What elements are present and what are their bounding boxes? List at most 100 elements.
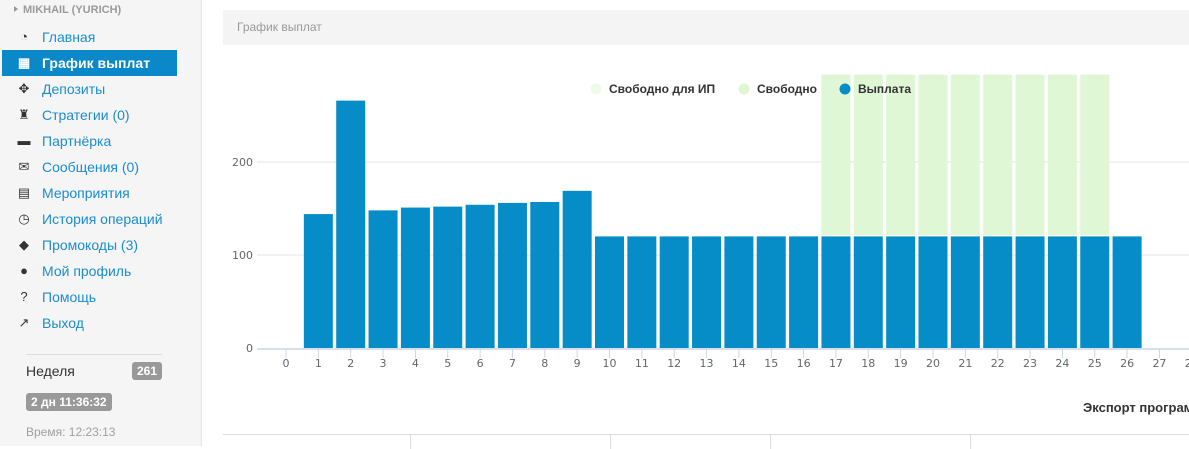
bar-Выплата: [562, 190, 592, 348]
y-tick-label: 0: [246, 342, 253, 355]
bar-Свободно: [1047, 74, 1077, 235]
legend-item: Свободно: [757, 82, 817, 96]
bar-Выплата: [303, 214, 333, 348]
x-tick-label: 11: [635, 357, 649, 370]
x-tick-label: 22: [991, 357, 1005, 370]
bar-Свободно: [950, 74, 980, 235]
sidebar-item-2[interactable]: ✥ Депозиты: [2, 76, 177, 102]
sidebar-item-11[interactable]: ↗ Выход: [2, 310, 177, 336]
sidebar: MIKHAIL (YURICH) ◔ Главная ▦ График выплат ✥…: [0, 0, 202, 446]
x-tick-label: 28: [1185, 357, 1189, 370]
bar-Выплата: [1080, 236, 1110, 348]
bar-Выплата: [821, 236, 851, 348]
sidebar-item-9[interactable]: ● Мой профиль: [2, 258, 177, 284]
y-tick-label: 100: [232, 249, 253, 262]
x-tick-label: 2: [347, 357, 354, 370]
sidebar-item-label: Мероприятия: [42, 185, 130, 201]
bar-Выплата: [659, 236, 689, 348]
bar-Выплата: [853, 236, 883, 348]
bar-Выплата: [627, 236, 657, 348]
x-tick-label: 24: [1055, 357, 1069, 370]
chess-rook-icon: ♜: [18, 107, 30, 122]
x-tick-label: 26: [1120, 357, 1134, 370]
x-tick-label: 19: [894, 357, 908, 370]
user-name[interactable]: MIKHAIL (YURICH): [14, 4, 121, 16]
x-tick-label: 6: [477, 357, 484, 370]
legend-marker: [839, 83, 851, 95]
sidebar-nav: ◔ Главная ▦ График выплат ✥ Депозиты ♜ Стратеги…: [2, 24, 177, 336]
bar-Выплата: [497, 202, 527, 348]
export-link[interactable]: Экспорт програм: [1083, 400, 1189, 415]
x-tick-label: 0: [283, 357, 290, 370]
x-tick-label: 27: [1152, 357, 1166, 370]
sidebar-item-label: Главная: [42, 29, 96, 45]
sidebar-item-label: График выплат: [42, 55, 151, 71]
bar-Выплата: [336, 100, 366, 349]
table-column-divider: [970, 435, 971, 449]
x-tick-label: 3: [380, 357, 387, 370]
legend-item: Свободно для ИП: [609, 82, 715, 96]
sidebar-item-8[interactable]: ◆ Промокоды (3): [2, 232, 177, 258]
sidebar-item-label: Промокоды (3): [42, 237, 139, 253]
bar-Выплата: [918, 236, 948, 348]
crosshairs-icon: ✥: [18, 81, 30, 96]
bar-Выплата: [400, 207, 430, 348]
table-column-divider: [610, 435, 611, 449]
caret-right-icon: [14, 6, 18, 12]
bar-Выплата: [756, 236, 786, 348]
week-label: Неделя: [26, 363, 75, 379]
user-icon: ●: [20, 263, 28, 278]
sidebar-item-label: Мой профиль: [42, 263, 132, 279]
bar-Свободно: [853, 74, 883, 235]
sidebar-item-0[interactable]: ◔ Главная: [2, 24, 177, 50]
sidebar-item-1[interactable]: ▦ График выплат: [2, 50, 177, 76]
x-tick-label: 7: [509, 357, 516, 370]
x-tick-label: 1: [315, 357, 322, 370]
legend-marker: [590, 83, 602, 95]
clock-icon: ◷: [18, 211, 30, 226]
calendar-icon: ▦: [17, 55, 31, 70]
bar-Свободно: [1080, 74, 1110, 235]
share-icon: ↗: [18, 315, 30, 330]
sidebar-item-3[interactable]: ♜ Стратегии (0): [2, 102, 177, 128]
bar-Выплата: [886, 236, 916, 348]
sidebar-item-label: История операций: [42, 211, 163, 227]
sidebar-item-4[interactable]: ▬ Партнёрка: [2, 128, 177, 154]
bar-Свободно: [983, 74, 1013, 235]
x-tick-label: 9: [574, 357, 581, 370]
x-tick-label: 16: [797, 357, 811, 370]
x-tick-label: 10: [603, 357, 617, 370]
page-title: График выплат: [237, 20, 322, 34]
bar-Выплата: [465, 204, 495, 348]
bar-Свободно: [1015, 74, 1045, 235]
bar-Свободно: [918, 74, 948, 235]
week-badge: 261: [132, 362, 163, 380]
bar-Выплата: [1112, 236, 1142, 348]
question-circle-icon: ?: [20, 289, 28, 304]
table-column-divider: [410, 435, 411, 449]
sidebar-item-label: Сообщения (0): [42, 159, 139, 175]
briefcase-icon: ▬: [17, 133, 31, 148]
panel-header: График выплат: [223, 10, 1189, 45]
x-tick-label: 8: [541, 357, 548, 370]
x-tick-label: 14: [732, 357, 746, 370]
x-tick-label: 23: [1023, 357, 1037, 370]
sidebar-item-label: Партнёрка: [42, 133, 112, 149]
sidebar-item-5[interactable]: ✉ Сообщения (0): [2, 154, 177, 180]
bar-Выплата: [789, 236, 819, 348]
x-tick-label: 5: [444, 357, 451, 370]
divider: [26, 354, 162, 355]
x-tick-label: 20: [926, 357, 940, 370]
sidebar-item-6[interactable]: ▤ Мероприятия: [2, 180, 177, 206]
sidebar-item-7[interactable]: ◷ История операций: [2, 206, 177, 232]
sidebar-item-label: Помощь: [42, 289, 97, 305]
x-tick-label: 13: [700, 357, 714, 370]
sidebar-item-10[interactable]: ? Помощь: [2, 284, 177, 310]
legend-marker: [738, 83, 750, 95]
bar-Свободно: [886, 74, 916, 235]
x-tick-label: 25: [1088, 357, 1102, 370]
x-tick-label: 4: [412, 357, 419, 370]
bar-Свободно: [821, 74, 851, 235]
x-tick-label: 17: [829, 357, 843, 370]
